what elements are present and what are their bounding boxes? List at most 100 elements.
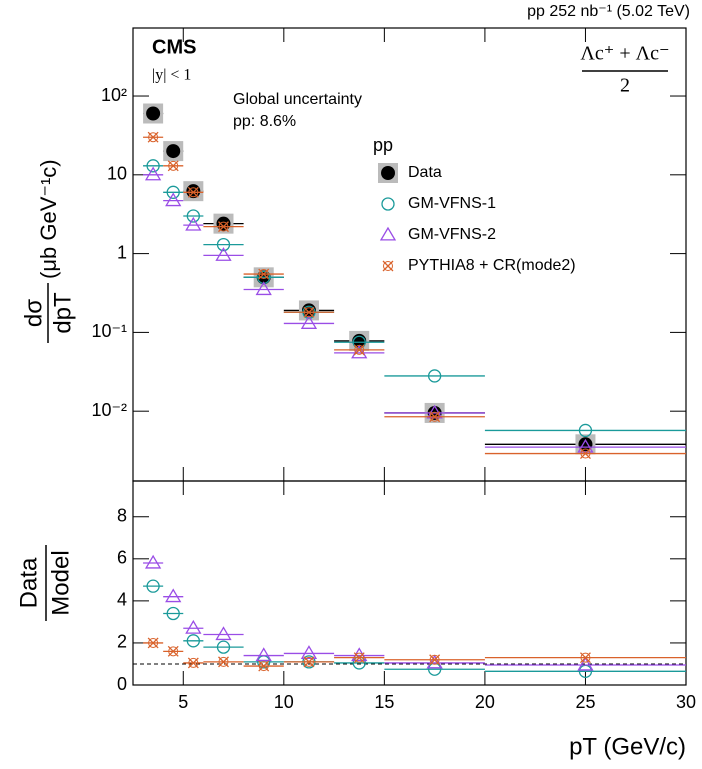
marker [185, 619, 202, 634]
data-point [147, 131, 159, 143]
y-tick-label: 0 [117, 674, 127, 694]
x-tick-label: 20 [475, 692, 495, 712]
data-point [218, 656, 229, 668]
marker [354, 344, 365, 355]
marker [429, 411, 440, 422]
legend-marker [382, 260, 394, 272]
marker [580, 652, 591, 663]
y-tick-label: 10⁻² [91, 400, 127, 420]
marker [216, 237, 231, 252]
marker [577, 438, 594, 453]
data-point [303, 656, 315, 668]
y-tick-label: 2 [117, 632, 127, 652]
data-point [144, 554, 162, 569]
y-tick-label: 4 [117, 590, 127, 610]
legend-label: GM-VFNS-1 [408, 195, 496, 212]
data-point [186, 634, 200, 648]
data-point [577, 438, 594, 453]
data-point [427, 369, 442, 383]
legend-label: Data [408, 164, 442, 181]
marker [216, 216, 231, 231]
data-point [147, 637, 159, 649]
marker [218, 221, 229, 232]
marker [218, 656, 229, 667]
marker [255, 647, 272, 662]
data-point [165, 192, 182, 207]
data-point [215, 247, 232, 261]
marker [426, 404, 443, 419]
marker [300, 645, 318, 660]
marker [185, 216, 202, 231]
annotation: Global uncertainty [233, 91, 362, 108]
marker [165, 588, 182, 603]
marker [577, 656, 594, 671]
y-tick-label: 1 [117, 242, 127, 262]
marker [427, 369, 442, 383]
marker [300, 315, 318, 329]
marker [379, 226, 397, 241]
marker [383, 261, 393, 271]
y-label-denominator: dpT [49, 292, 76, 334]
marker [148, 132, 159, 143]
x-label: pT (GeV/c) [569, 733, 686, 760]
marker [144, 166, 162, 181]
marker [188, 657, 199, 668]
marker [148, 637, 159, 648]
marker [381, 166, 395, 180]
marker [166, 606, 180, 621]
data-point [579, 448, 591, 460]
data-point [143, 103, 164, 124]
annotation: pp: 8.6% [233, 113, 296, 130]
marker [381, 197, 395, 211]
marker [146, 579, 160, 593]
data-point [255, 281, 272, 296]
marker [215, 626, 232, 641]
plot-frame [132, 480, 687, 686]
y-label-denominator: Model [47, 550, 74, 615]
data-point [351, 344, 368, 359]
y-label-unit: (μb GeV⁻¹c) [36, 159, 61, 279]
marker [166, 185, 180, 199]
marker [255, 281, 272, 296]
header: pp 252 nb⁻¹ (5.02 TeV) [527, 3, 690, 20]
data-point [353, 344, 365, 356]
x-tick-label: 10 [274, 692, 294, 712]
data-point [146, 159, 160, 173]
data-point [146, 579, 160, 593]
y-label-numerator: Data [15, 557, 42, 608]
marker [144, 554, 162, 569]
legend-marker [379, 226, 397, 241]
experiment: CMS [152, 36, 196, 58]
data-point [166, 606, 180, 621]
data-point [186, 209, 200, 223]
legend-title: pp [373, 135, 393, 155]
marker [186, 209, 200, 223]
marker [580, 448, 591, 459]
marker [354, 652, 365, 663]
data-point [167, 645, 179, 657]
marker [146, 106, 161, 121]
data-point [300, 645, 318, 660]
data-point [166, 185, 180, 199]
marker [186, 634, 200, 648]
data-point [577, 656, 594, 671]
marker [165, 192, 182, 207]
x-tick-label: 30 [676, 692, 696, 712]
marker [303, 656, 314, 667]
marker [351, 344, 368, 359]
data-point [185, 619, 202, 634]
data-point [163, 141, 184, 162]
y-label-numerator: dσ [20, 299, 47, 327]
marker [168, 160, 179, 171]
data-point [300, 315, 318, 329]
legend-marker [381, 197, 395, 211]
data-point [216, 640, 231, 654]
data-point [187, 186, 199, 198]
particle: Λc⁺ + Λc⁻ [580, 43, 669, 65]
data-point [167, 160, 179, 172]
marker [258, 269, 269, 280]
data-point [352, 335, 366, 349]
x-tick-label: 25 [575, 692, 595, 712]
data-point [215, 626, 232, 641]
